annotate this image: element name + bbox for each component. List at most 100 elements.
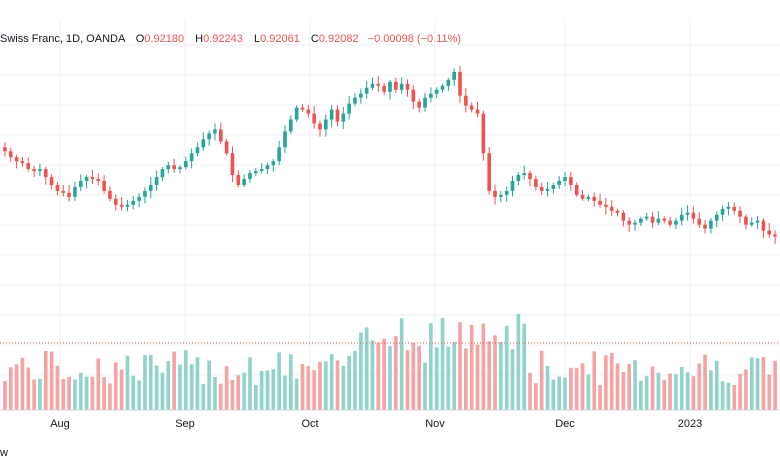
volume-bar xyxy=(580,363,585,410)
volume-bar xyxy=(440,318,445,410)
candle-body xyxy=(545,188,550,191)
candle-body xyxy=(475,109,480,114)
candle-body xyxy=(429,93,433,98)
volume-bar xyxy=(73,379,77,410)
volume-bar xyxy=(236,375,241,410)
candle-body xyxy=(178,167,182,170)
candle-body xyxy=(253,171,258,174)
volume-bar xyxy=(359,332,363,410)
symbol-legend: Swiss Franc, 1D, OANDA O0.92180 H0.92243… xyxy=(0,33,461,45)
volume-bar xyxy=(329,353,334,410)
volume-bar xyxy=(557,376,562,410)
volume-bar xyxy=(96,358,101,410)
volume-bar xyxy=(67,376,71,410)
candle-body xyxy=(458,71,462,96)
candle-body xyxy=(394,81,398,90)
candle-body xyxy=(359,93,363,98)
volume-bar xyxy=(300,363,305,410)
volume-bar xyxy=(166,360,171,410)
candle-body xyxy=(732,206,737,211)
volume-bar xyxy=(539,350,544,410)
volume-bar xyxy=(714,360,719,410)
volume-bar xyxy=(592,351,597,410)
volume-bar xyxy=(154,365,159,410)
volume-bar xyxy=(417,346,421,410)
volume-bar xyxy=(399,318,404,410)
volume-bar xyxy=(749,357,754,410)
candle-body xyxy=(411,89,416,102)
volume-bar xyxy=(545,366,550,410)
candle-body xyxy=(218,129,223,142)
volume-bar xyxy=(341,365,346,410)
volume-bar xyxy=(172,351,176,410)
volume-bar xyxy=(709,370,713,410)
volume-bar xyxy=(452,342,456,410)
candle-body xyxy=(294,107,299,120)
volume-bar xyxy=(458,322,462,410)
low-label: L xyxy=(253,33,261,45)
volume-bar xyxy=(388,346,392,410)
volume-bar xyxy=(475,344,480,410)
volume-bar xyxy=(370,340,375,410)
volume-bar xyxy=(265,370,270,410)
volume-bar xyxy=(644,376,649,410)
volume-bar xyxy=(119,369,124,410)
candle-body xyxy=(469,105,474,110)
volume-bar xyxy=(662,379,667,410)
volume-bar xyxy=(137,380,141,410)
candle-body xyxy=(633,222,637,225)
candle-body xyxy=(639,218,643,223)
candle-body xyxy=(557,181,562,185)
candle-body xyxy=(20,161,25,164)
change-value: −0.00098 (−0.11%) xyxy=(367,33,462,45)
candle-body xyxy=(773,234,777,237)
volume-bar xyxy=(738,373,742,410)
candle-body xyxy=(67,192,71,197)
volume-bar xyxy=(125,355,130,410)
candle-body xyxy=(563,177,567,181)
candle-body xyxy=(644,216,649,219)
candle-body xyxy=(38,169,42,172)
volume-bar xyxy=(113,362,118,410)
candle-body xyxy=(259,169,264,172)
volume-bar xyxy=(487,341,491,410)
candle-body xyxy=(84,177,89,181)
volume-bar xyxy=(434,347,439,410)
candle-body xyxy=(580,194,585,199)
candle-body xyxy=(265,165,270,170)
volume-bar xyxy=(674,374,678,410)
candle-body xyxy=(8,151,13,158)
volume-bar xyxy=(143,354,147,410)
candle-body xyxy=(166,165,171,170)
candle-body xyxy=(96,179,101,181)
footer-fragment: w xyxy=(0,447,8,459)
candle-body xyxy=(656,218,661,223)
candle-body xyxy=(108,190,112,199)
candle-body xyxy=(440,85,445,90)
candle-body xyxy=(143,190,147,197)
candle-body xyxy=(335,109,340,122)
open-value: 0.92180 xyxy=(144,33,185,45)
candle-body xyxy=(137,196,141,201)
volume-bar xyxy=(639,380,643,410)
candle-body xyxy=(668,220,672,225)
candle-body xyxy=(487,153,491,191)
candle-body xyxy=(119,204,124,207)
candle-body xyxy=(738,210,742,217)
volume-bar xyxy=(528,372,532,410)
time-axis-labels: Aug Sep Oct Nov Dec 2023 xyxy=(50,418,702,430)
volume-bar xyxy=(650,366,655,410)
candle-body xyxy=(528,173,532,180)
candle-body xyxy=(615,210,620,213)
volume-bar xyxy=(586,374,591,410)
candle-body xyxy=(452,71,456,80)
candle-body xyxy=(714,214,719,221)
candle-body xyxy=(306,109,311,114)
volume-bar xyxy=(744,369,748,410)
volume-bar xyxy=(253,384,258,410)
volume-bar xyxy=(534,383,538,410)
candle-body xyxy=(277,147,281,162)
candle-body xyxy=(761,220,766,231)
volume-bar xyxy=(224,366,229,410)
